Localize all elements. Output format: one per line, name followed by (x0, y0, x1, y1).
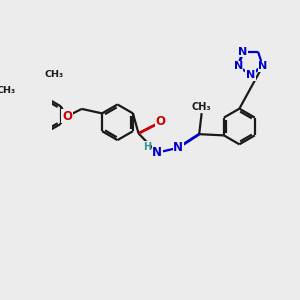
Text: N: N (258, 61, 267, 71)
Text: O: O (62, 110, 72, 123)
Text: N: N (152, 146, 162, 159)
Text: N: N (238, 47, 248, 57)
Text: N: N (234, 61, 243, 71)
Text: CH₃: CH₃ (45, 70, 64, 79)
Text: H: H (142, 142, 151, 152)
Text: CH₃: CH₃ (0, 86, 15, 95)
Text: N: N (246, 70, 255, 80)
Text: O: O (156, 115, 166, 128)
Text: N: N (173, 141, 183, 154)
Text: CH₃: CH₃ (192, 102, 212, 112)
